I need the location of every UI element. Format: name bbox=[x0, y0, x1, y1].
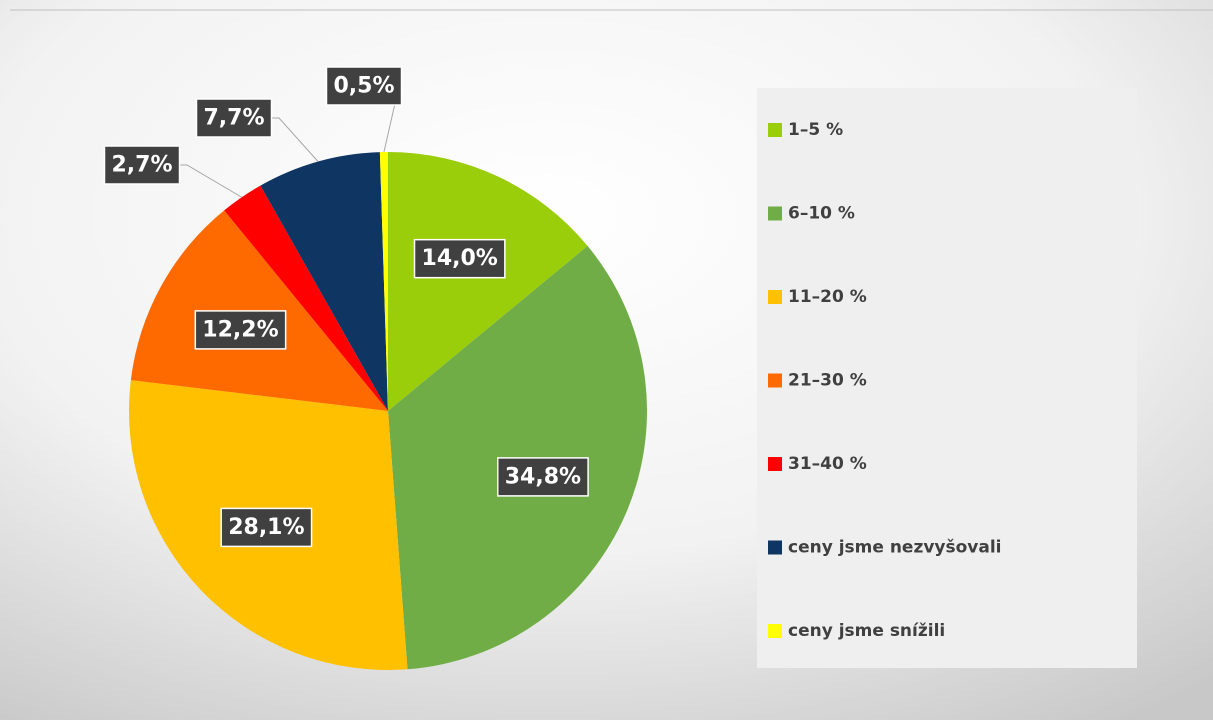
legend-swatch bbox=[768, 540, 782, 555]
legend-label: 6–10 % bbox=[788, 204, 855, 224]
data-label-box bbox=[413, 238, 506, 279]
data-label-box bbox=[194, 310, 287, 350]
data-label-box bbox=[220, 507, 313, 548]
data-label-box bbox=[325, 66, 403, 106]
legend-swatch bbox=[768, 373, 782, 388]
legend-label: 31–40 % bbox=[788, 454, 867, 474]
legend-label: 11–20 % bbox=[788, 287, 867, 307]
legend-swatch bbox=[768, 206, 782, 221]
data-label: 14,0% bbox=[422, 246, 498, 271]
data-label-box bbox=[195, 98, 273, 138]
data-label-box bbox=[497, 457, 589, 497]
legend-swatch bbox=[768, 290, 782, 304]
legend-label: ceny jsme snížili bbox=[788, 621, 945, 641]
pie-slice bbox=[379, 152, 388, 411]
data-label-box bbox=[103, 145, 181, 185]
data-label: 34,8% bbox=[505, 464, 581, 489]
legend-swatch bbox=[768, 624, 782, 638]
legend-swatch bbox=[768, 457, 782, 471]
data-label: 7,7% bbox=[203, 106, 264, 131]
pie-slice bbox=[224, 185, 388, 411]
data-label: 0,5% bbox=[333, 74, 394, 99]
legend-swatch bbox=[768, 123, 782, 137]
pie-slice bbox=[260, 152, 388, 411]
pie-slice bbox=[388, 152, 588, 411]
data-label: 12,2% bbox=[202, 317, 278, 342]
legend-label: ceny jsme nezvyšovali bbox=[788, 538, 1002, 558]
data-label: 28,1% bbox=[228, 515, 304, 540]
data-label: 2,7% bbox=[111, 153, 172, 178]
legend-box bbox=[757, 88, 1137, 668]
legend-label: 21–30 % bbox=[788, 371, 867, 391]
legend-label: 1–5 % bbox=[788, 120, 843, 140]
